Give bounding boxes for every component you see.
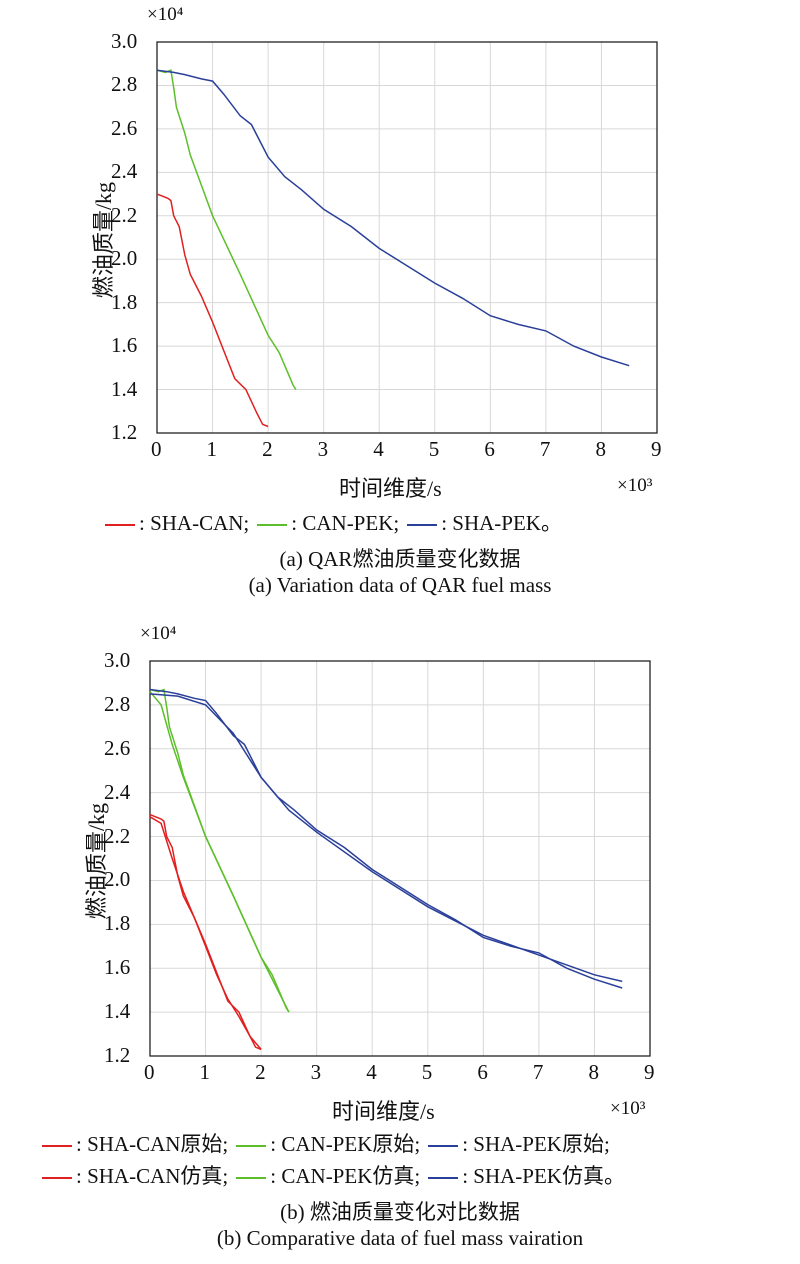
- x-tick-label: 6: [477, 1060, 488, 1084]
- y-multiplier: ×10⁴: [147, 4, 184, 25]
- legend-swatch: [236, 1177, 267, 1180]
- y-tick-label: 1.6: [111, 333, 138, 358]
- y-tick-label: 2.0: [111, 246, 138, 271]
- x-tick-label: 7: [539, 437, 551, 461]
- legend-label: : SHA-CAN;: [139, 511, 250, 535]
- y-axis-label: 燃油质量/kg: [91, 181, 116, 298]
- series-line-SHA-CAN原始: [149, 813, 262, 1051]
- series-line-SHA-PEK仿真: [149, 693, 623, 983]
- y-tick-label: 1.2: [111, 420, 138, 444]
- x-tick-label: 8: [595, 437, 606, 461]
- legend-swatch: [428, 1177, 459, 1180]
- legend-swatch: [105, 524, 135, 527]
- legend-label: : SHA-PEK仿真。: [462, 1164, 625, 1188]
- x-tick-label: 7: [532, 1060, 544, 1084]
- series-line-SHA-CAN仿真: [149, 816, 262, 1050]
- x-tick-label: 1: [199, 1060, 211, 1084]
- legend-swatch: [42, 1145, 72, 1148]
- y-tick-label: 3.0: [111, 29, 138, 53]
- legend-row: : SHA-CAN; : CAN-PEK; : SHA-PEK。: [105, 507, 562, 537]
- y-tick-label: 2.6: [104, 735, 131, 760]
- y-tick-label: 2.4: [104, 779, 131, 804]
- x-tick-label: 9: [651, 437, 662, 461]
- legend-label: : CAN-PEK原始;: [270, 1132, 421, 1156]
- x-tick-label: 6: [484, 437, 495, 461]
- legend-label: : SHA-PEK。: [441, 511, 562, 535]
- y-tick-label: 2.2: [104, 823, 131, 848]
- legend-label: : CAN-PEK仿真;: [270, 1164, 421, 1188]
- series-line-SHA-PEK: [156, 69, 630, 367]
- y-axis-label: 燃油质量/kg: [84, 802, 109, 919]
- y-tick-label: 1.8: [111, 289, 138, 314]
- legend-row: : SHA-CAN仿真; : CAN-PEK仿真; : SHA-PEK仿真。: [42, 1160, 625, 1190]
- x-tick-label: 3: [310, 1060, 322, 1084]
- x-tick-label: 4: [366, 1060, 377, 1084]
- y-tick-label: 2.6: [111, 115, 138, 140]
- legend-label: : SHA-PEK原始;: [462, 1132, 610, 1156]
- y-tick-label: 2.0: [104, 867, 131, 892]
- y-tick-label: 1.6: [104, 955, 131, 980]
- y-tick-label: 1.4: [111, 376, 138, 401]
- x-tick-label: 3: [317, 437, 329, 461]
- y-tick-label: 1.4: [104, 999, 131, 1024]
- x-tick-label: 5: [428, 437, 440, 461]
- legend-swatch: [428, 1145, 459, 1148]
- legend-label: : CAN-PEK;: [291, 511, 400, 535]
- series-line-CAN-PEK: [156, 69, 297, 391]
- x-tick-label: 4: [373, 437, 384, 461]
- x-axis-label: 时间维度/s: [339, 476, 442, 501]
- plot-frame: [156, 41, 658, 434]
- plot-frame: [149, 660, 651, 1057]
- y-tick-label: 2.2: [111, 202, 138, 227]
- x-tick-label: 0: [151, 437, 162, 461]
- x-tick-label: 9: [644, 1060, 655, 1084]
- legend-swatch: [236, 1145, 267, 1148]
- legend-label: : SHA-CAN原始;: [76, 1132, 229, 1156]
- x-tick-label: 2: [262, 437, 273, 461]
- y-tick-label: 3.0: [104, 648, 131, 672]
- series-line-CAN-PEK仿真: [149, 691, 290, 1013]
- x-tick-label: 8: [588, 1060, 599, 1084]
- series-line-SHA-CAN: [156, 193, 269, 428]
- x-tick-label: 5: [421, 1060, 433, 1084]
- legend-swatch: [407, 524, 438, 527]
- y-tick-label: 2.8: [111, 72, 138, 97]
- y-tick-label: 1.8: [104, 911, 131, 936]
- legend-label: : SHA-CAN仿真;: [76, 1164, 229, 1188]
- x-axis-label: 时间维度/s: [332, 1099, 435, 1124]
- caption-en: (b) Comparative data of fuel mass vairat…: [216, 1226, 584, 1250]
- y-multiplier: ×10⁴: [140, 623, 177, 644]
- x-tick-label: 1: [206, 437, 218, 461]
- legend-swatch: [257, 524, 288, 527]
- x-multiplier: ×10³: [617, 475, 653, 496]
- x-tick-label: 0: [144, 1060, 155, 1084]
- caption-zh: (b) 燃油质量变化对比数据: [280, 1200, 520, 1224]
- y-tick-label: 1.2: [104, 1043, 131, 1067]
- x-tick-label: 2: [255, 1060, 266, 1084]
- caption-zh: (a) QAR燃油质量变化数据: [279, 547, 521, 571]
- caption-en: (a) Variation data of QAR fuel mass: [248, 573, 552, 597]
- legend-row: : SHA-CAN原始; : CAN-PEK原始; : SHA-PEK原始;: [42, 1128, 610, 1158]
- x-multiplier: ×10³: [610, 1098, 646, 1119]
- series-line-SHA-PEK原始: [149, 688, 623, 989]
- y-tick-label: 2.8: [104, 691, 131, 716]
- y-tick-label: 2.4: [111, 159, 138, 184]
- legend-swatch: [42, 1177, 72, 1180]
